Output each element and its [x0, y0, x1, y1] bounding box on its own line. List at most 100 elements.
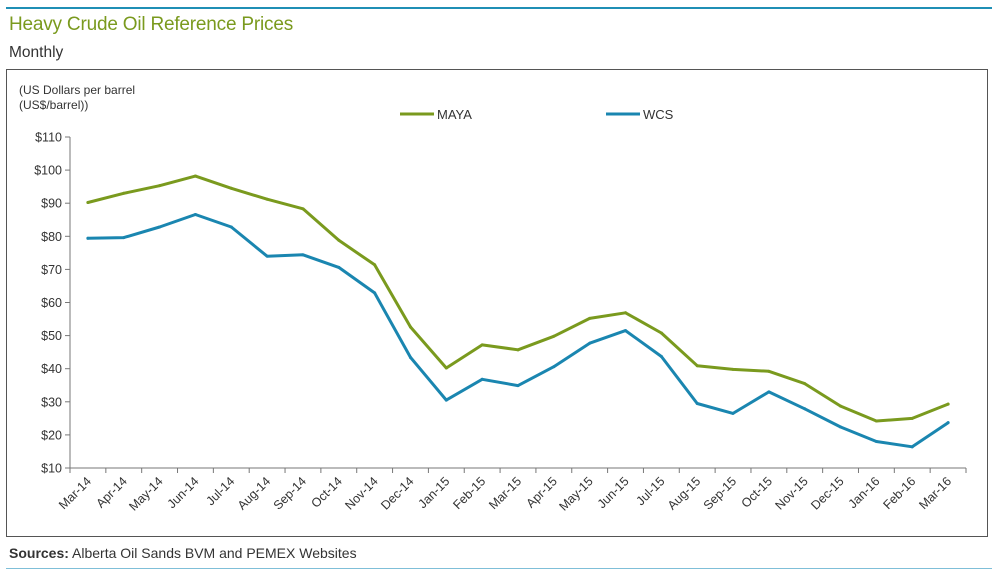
data-point-maya [552, 334, 556, 338]
data-point-maya [767, 369, 771, 373]
data-point-maya [624, 311, 628, 315]
x-tick-label: Dec-14 [378, 474, 416, 512]
data-point-maya [803, 382, 807, 386]
data-point-maya [86, 201, 90, 205]
x-tick-label: May-15 [556, 474, 595, 513]
y-axis-label-line-2: (US$/barrel)) [19, 98, 88, 112]
data-point-maya [444, 366, 448, 370]
x-tick-label: Feb-16 [880, 474, 918, 512]
data-point-maya [946, 402, 950, 406]
x-tick-label: Dec-15 [808, 474, 846, 512]
data-point-maya [158, 184, 162, 188]
chart-title: Heavy Crude Oil Reference Prices [9, 14, 293, 35]
x-tick-label: Jan-16 [846, 474, 883, 511]
chart-subtitle: Monthly [9, 44, 64, 61]
y-tick-label: $110 [35, 131, 62, 145]
y-tick-label: $100 [34, 164, 62, 178]
data-point-maya [480, 343, 484, 347]
legend-label-maya: MAYA [437, 107, 472, 122]
x-tick-label: Mar-15 [486, 474, 524, 512]
data-point-maya [408, 325, 412, 329]
y-tick-label: $30 [41, 395, 62, 409]
x-tick-label: Apr-14 [93, 474, 129, 510]
series-line-wcs [86, 213, 950, 449]
data-point-wcs [480, 377, 484, 381]
data-point-wcs [86, 236, 90, 240]
data-point-maya [910, 416, 914, 420]
legend-label-wcs: WCS [643, 107, 674, 122]
data-point-wcs [588, 341, 592, 345]
x-tick-label: Nov-14 [342, 474, 380, 512]
data-point-wcs [731, 411, 735, 415]
y-tick-label: $10 [41, 462, 62, 476]
x-tick-label: Sep-14 [271, 474, 309, 512]
data-point-wcs [659, 354, 663, 358]
y-tick-label: $60 [41, 296, 62, 310]
data-point-wcs [803, 407, 807, 411]
data-point-wcs [122, 236, 126, 240]
x-tick-label: Aug-15 [665, 474, 703, 512]
y-tick-label: $40 [41, 362, 62, 376]
data-point-wcs [946, 421, 950, 425]
data-point-maya [229, 186, 233, 190]
x-tick-label: Aug-14 [235, 474, 273, 512]
data-point-wcs [193, 212, 197, 216]
data-point-wcs [301, 253, 305, 257]
source-label: Sources: [9, 545, 69, 561]
top-rule [6, 7, 992, 9]
data-point-wcs [874, 440, 878, 444]
data-point-maya [659, 331, 663, 335]
x-tick-label: Jun-15 [595, 474, 632, 511]
x-tick-label: Sep-15 [701, 474, 739, 512]
y-tick-label: $80 [41, 230, 62, 244]
data-point-wcs [229, 225, 233, 229]
data-point-maya [839, 404, 843, 408]
data-point-wcs [910, 445, 914, 449]
x-tick-label: Apr-15 [524, 474, 560, 510]
x-tick-label: May-14 [126, 474, 165, 513]
data-point-wcs [767, 390, 771, 394]
data-point-maya [337, 238, 341, 242]
data-point-wcs [552, 365, 556, 369]
x-tick-label: Jun-14 [165, 474, 202, 511]
data-point-maya [695, 364, 699, 368]
source-text: Alberta Oil Sands BVM and PEMEX Websites [68, 545, 357, 561]
x-tick-label: Mar-14 [56, 474, 94, 512]
data-point-wcs [444, 398, 448, 402]
x-tick-label: Oct-14 [308, 474, 344, 510]
data-point-wcs [695, 401, 699, 405]
data-point-wcs [839, 425, 843, 429]
data-point-maya [373, 263, 377, 267]
x-tick-label: Feb-15 [450, 474, 488, 512]
y-axis-label-line-1: (US Dollars per barrel [19, 83, 135, 97]
data-point-wcs [624, 329, 628, 333]
data-point-maya [516, 348, 520, 352]
data-point-maya [588, 316, 592, 320]
x-tick-label: Mar-16 [916, 474, 954, 512]
data-point-wcs [408, 355, 412, 359]
data-point-maya [301, 207, 305, 211]
x-tick-label: Nov-15 [772, 474, 810, 512]
bottom-rule [6, 568, 992, 569]
x-tick-label: Oct-15 [739, 474, 775, 510]
data-point-maya [193, 174, 197, 178]
chart-frame [6, 69, 988, 537]
data-point-maya [731, 367, 735, 371]
data-point-wcs [373, 291, 377, 295]
data-point-wcs [337, 265, 341, 269]
y-tick-label: $70 [41, 263, 62, 277]
data-point-wcs [158, 225, 162, 229]
y-tick-label: $90 [41, 197, 62, 211]
x-tick-label: Jan-15 [416, 474, 453, 511]
data-point-wcs [265, 254, 269, 258]
data-point-wcs [516, 384, 520, 388]
data-point-maya [122, 191, 126, 195]
data-point-maya [265, 197, 269, 201]
y-tick-label: $50 [41, 329, 62, 343]
x-tick-label: Jul-14 [203, 474, 237, 508]
data-point-maya [874, 419, 878, 423]
source-note: Sources: Alberta Oil Sands BVM and PEMEX… [9, 545, 357, 561]
y-tick-label: $20 [41, 428, 62, 442]
x-tick-label: Jul-15 [634, 474, 668, 508]
